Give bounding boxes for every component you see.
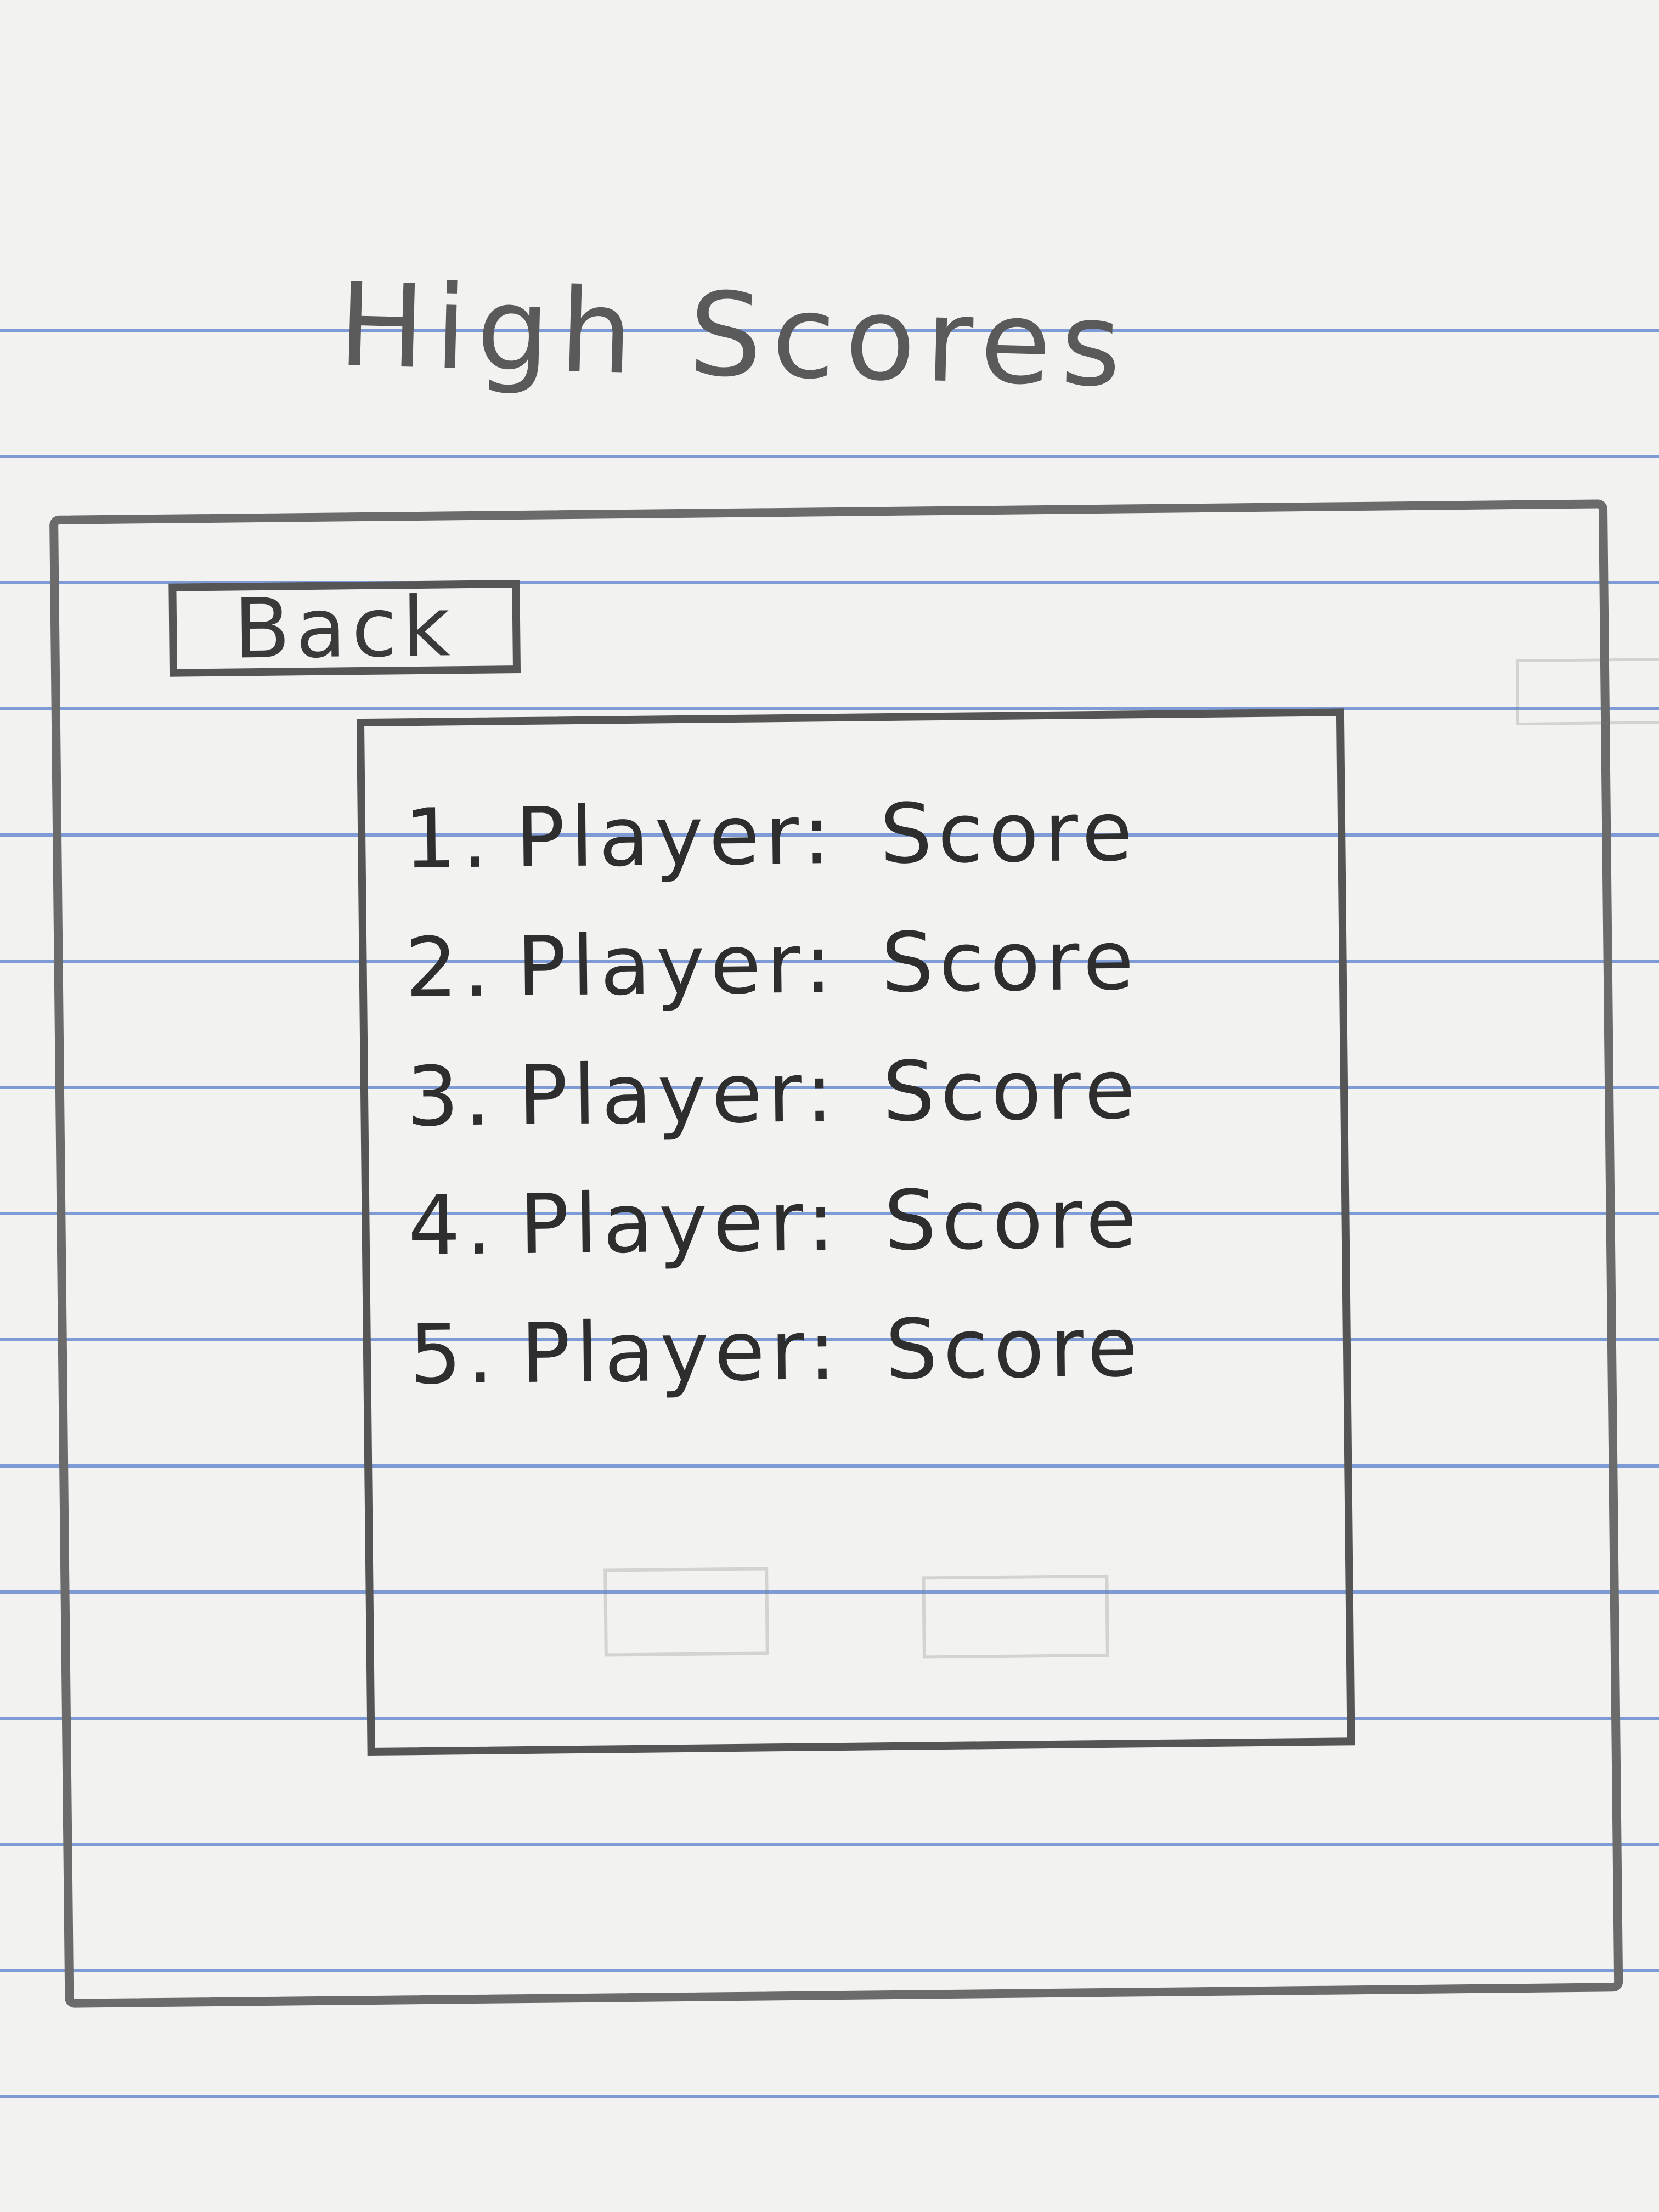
score-value: Score <box>883 1171 1143 1269</box>
erased-sketch-mark <box>1515 656 1659 726</box>
erased-sketch-mark <box>603 1567 769 1657</box>
back-button[interactable]: Back <box>168 579 521 677</box>
score-value: Score <box>881 913 1140 1012</box>
player-name: Player: <box>517 1045 839 1144</box>
score-value: Score <box>882 1042 1141 1141</box>
rank-label: 3. <box>406 1048 497 1146</box>
score-row-3: 3. Player: Score <box>406 1042 1141 1178</box>
score-row-2: 2. Player: Score <box>405 913 1140 1049</box>
player-name: Player: <box>520 1302 842 1402</box>
page-title: High Scores <box>336 258 1133 413</box>
score-value: Score <box>884 1300 1144 1398</box>
rank-label: 5. <box>409 1306 500 1403</box>
rank-label: 4. <box>407 1177 498 1274</box>
score-list: 1. Player: Score 2. Player: Score 3. Pla… <box>403 784 1144 1436</box>
player-name: Player: <box>516 916 838 1015</box>
score-row-1: 1. Player: Score <box>403 784 1138 921</box>
rank-label: 2. <box>404 919 495 1017</box>
erased-sketch-mark <box>922 1574 1109 1659</box>
rank-label: 1. <box>403 791 494 888</box>
score-row-4: 4. Player: Score <box>408 1171 1143 1307</box>
player-name: Player: <box>518 1173 841 1273</box>
app-window: Back 1. Player: Score 2. Player: Score 3… <box>49 499 1659 2008</box>
high-scores-panel: 1. Player: Score 2. Player: Score 3. Pla… <box>356 656 1659 1756</box>
player-name: Player: <box>515 787 837 887</box>
score-row-5: 5. Player: Score <box>409 1300 1144 1436</box>
score-value: Score <box>879 784 1138 883</box>
